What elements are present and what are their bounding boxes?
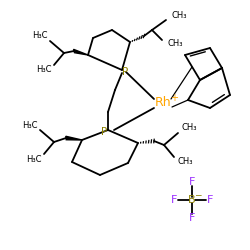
Text: F: F (189, 213, 195, 223)
Text: P: P (122, 67, 128, 77)
Text: B: B (188, 195, 196, 205)
Text: CH₃: CH₃ (172, 12, 188, 20)
Text: −: − (194, 190, 202, 200)
Text: CH₃: CH₃ (182, 124, 198, 132)
Text: F: F (207, 195, 213, 205)
Text: CH₃: CH₃ (168, 40, 184, 48)
Polygon shape (66, 136, 82, 140)
Text: H₃C: H₃C (22, 120, 38, 130)
Polygon shape (74, 49, 88, 55)
Text: F: F (171, 195, 177, 205)
Text: Rh: Rh (155, 96, 171, 110)
Text: H₃C: H₃C (32, 32, 48, 40)
Text: +: + (170, 93, 178, 103)
Text: P: P (101, 127, 107, 137)
Text: H₃C: H₃C (36, 66, 52, 74)
Text: CH₃: CH₃ (178, 158, 194, 166)
Text: H₃C: H₃C (26, 154, 42, 164)
Text: F: F (189, 177, 195, 187)
